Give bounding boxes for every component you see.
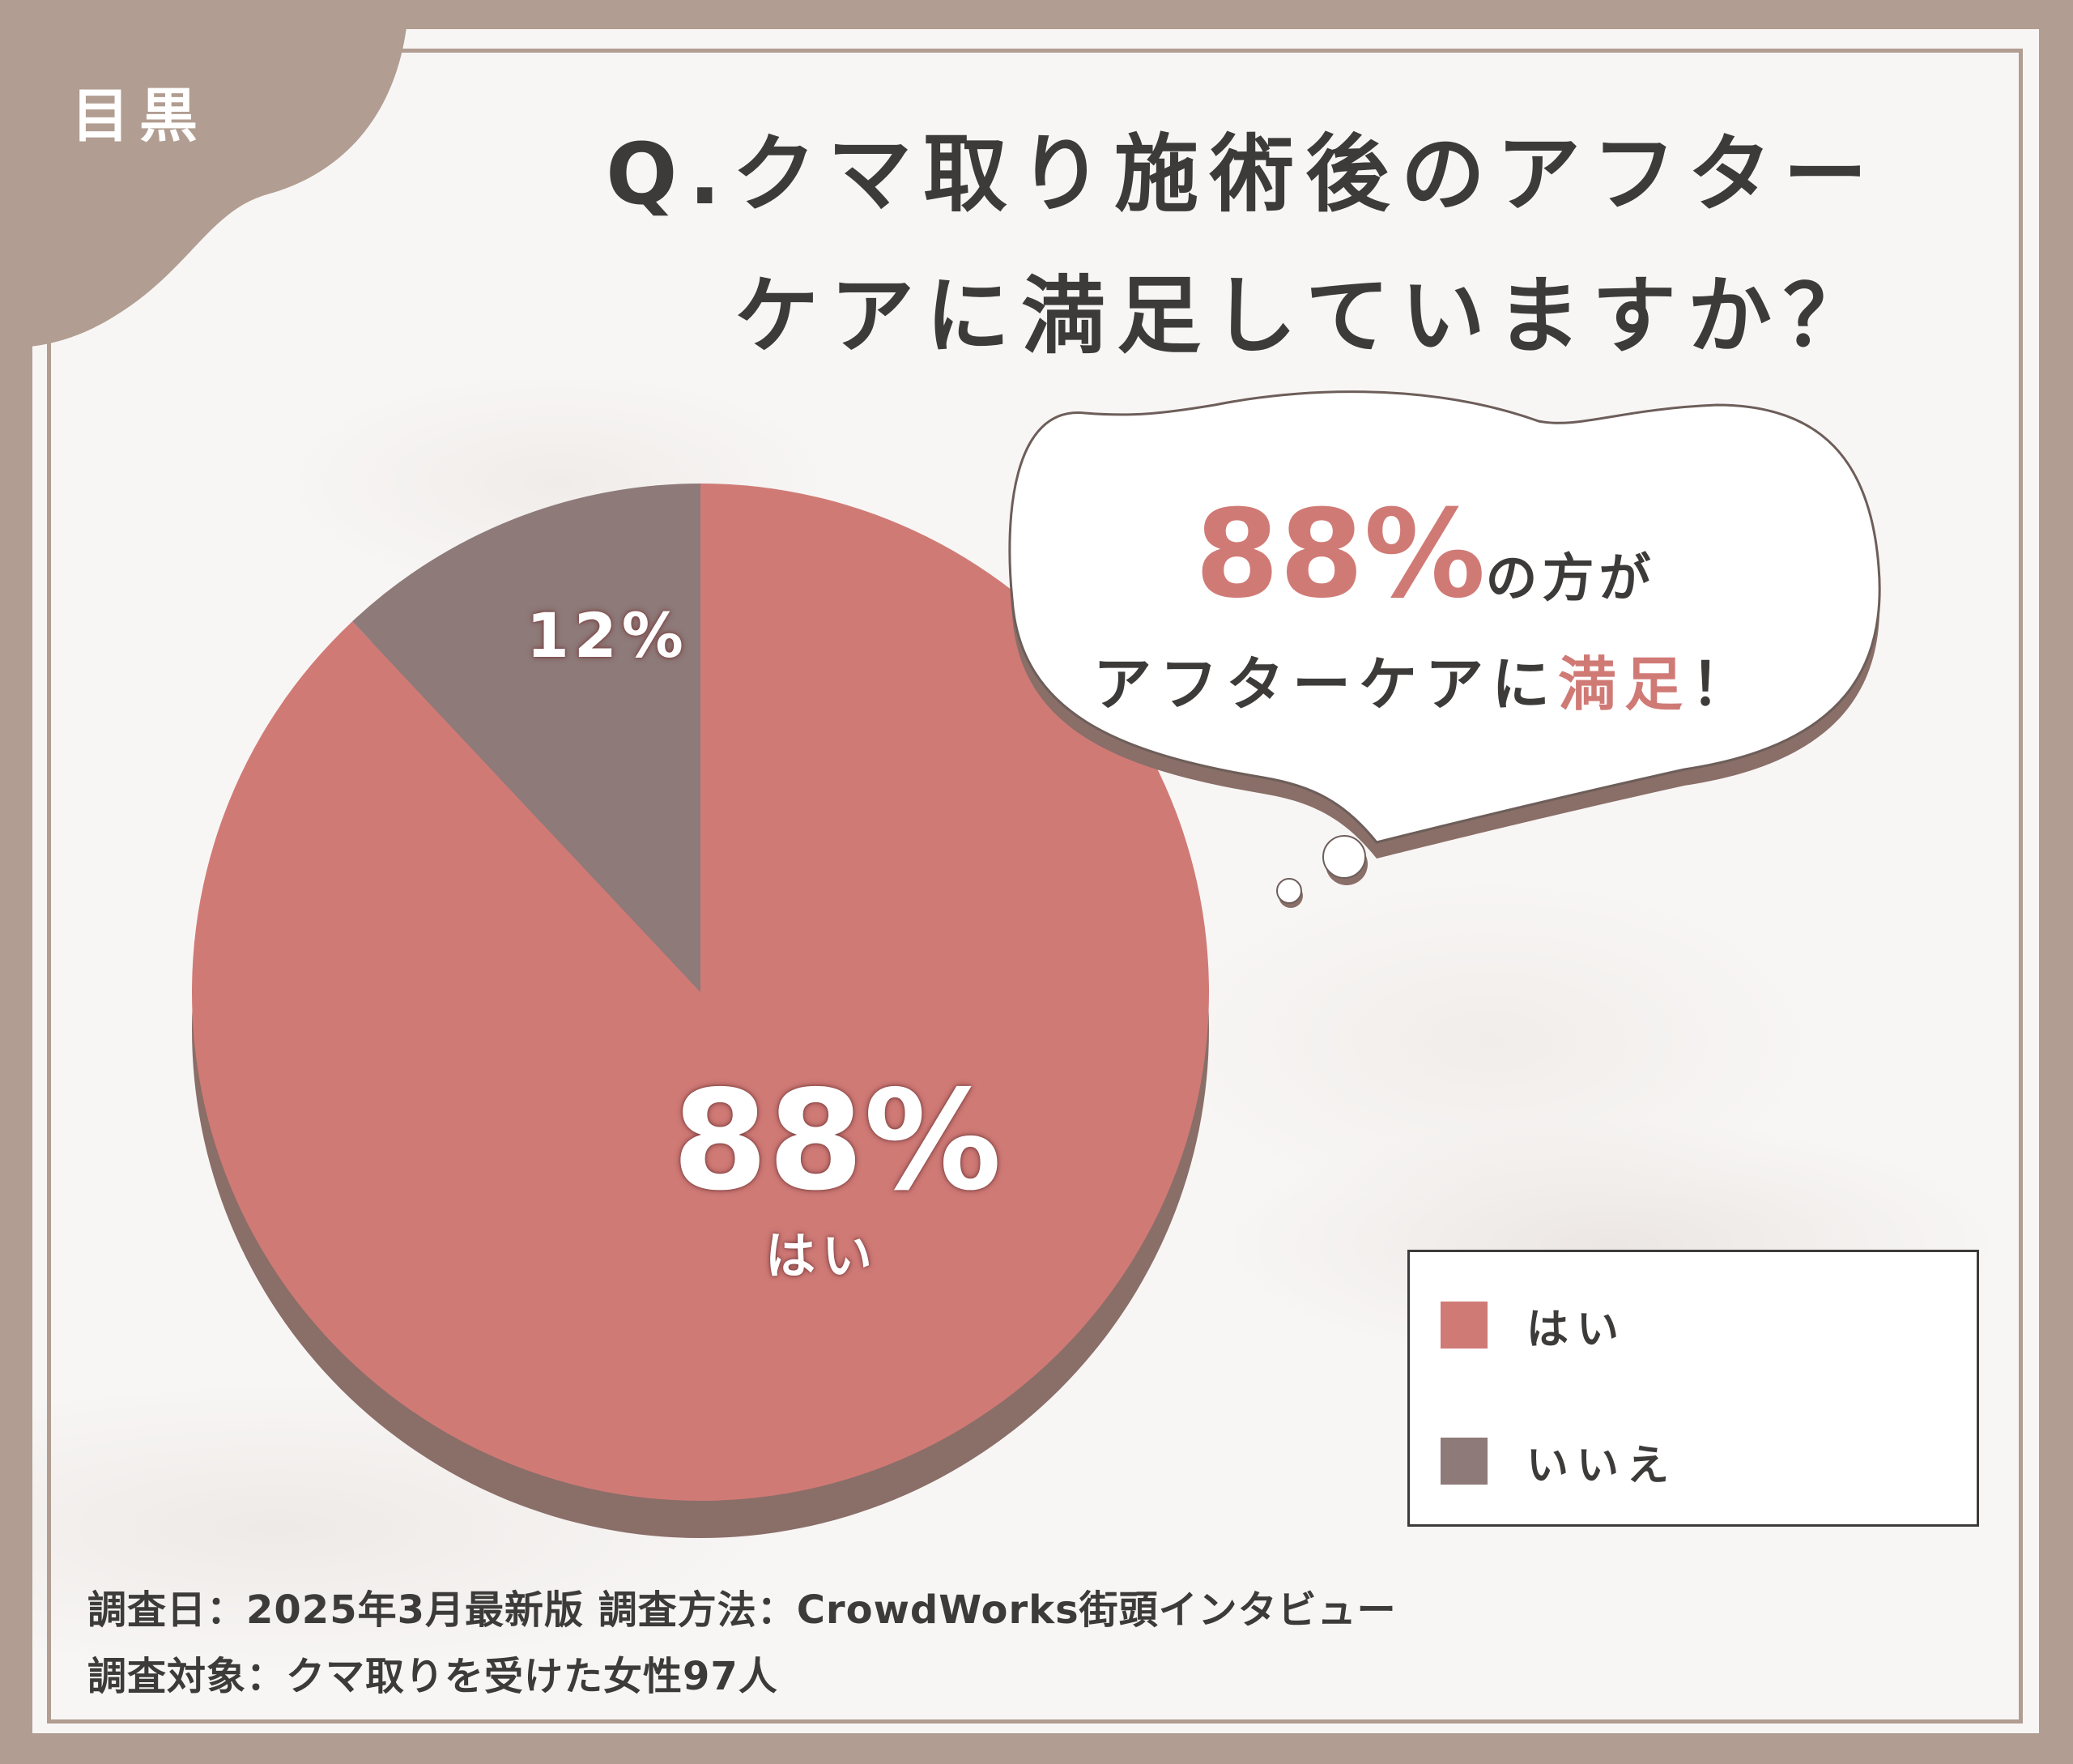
callout-line-1: 88%の方が <box>1020 494 1830 640</box>
pie-slice-no <box>352 484 700 992</box>
survey-info-line-1: 調査日：2025年3月最新版 調査方法：CrowdWorks街頭インタビュー <box>87 1587 1397 1633</box>
pie-label-no-percent: 12% <box>526 599 688 671</box>
pie-label-yes-name: はい <box>765 1226 879 1285</box>
legend: はい いいえ <box>1407 1250 1979 1527</box>
callout-line-2-accent: 満足 <box>1557 650 1691 718</box>
area-label: 目黒 <box>71 82 208 150</box>
callout-line-2-prefix: アフターケアに <box>1092 650 1558 718</box>
survey-info-line-2: 調査対象：クマ取りを受けた女性97人 <box>87 1654 778 1699</box>
legend-item-no: いいえ <box>1441 1437 1677 1490</box>
callout-percent: 88% <box>1194 484 1486 625</box>
legend-item-yes: はい <box>1441 1301 1627 1354</box>
callout-line-2-suffix: ！ <box>1691 650 1758 718</box>
legend-swatch-no <box>1441 1438 1488 1485</box>
callout-text: 88%の方が アフターケアに満足！ <box>1020 494 1830 729</box>
callout-line-2: アフターケアに満足！ <box>1020 640 1830 729</box>
legend-label-yes: はい <box>1526 1305 1628 1354</box>
pie-label-yes-percent: 88% <box>672 1061 1002 1221</box>
legend-swatch-yes <box>1441 1302 1488 1349</box>
inner-border <box>47 49 2023 1724</box>
question-title-line-1: Q.クマ取り施術後のアフター <box>606 125 1879 224</box>
question-title-line-2: ケアに満足していますか？ <box>734 266 1879 365</box>
legend-label-no: いいえ <box>1526 1441 1678 1490</box>
callout-line-1-suffix: の方が <box>1485 549 1656 609</box>
corner-tab <box>0 0 409 348</box>
